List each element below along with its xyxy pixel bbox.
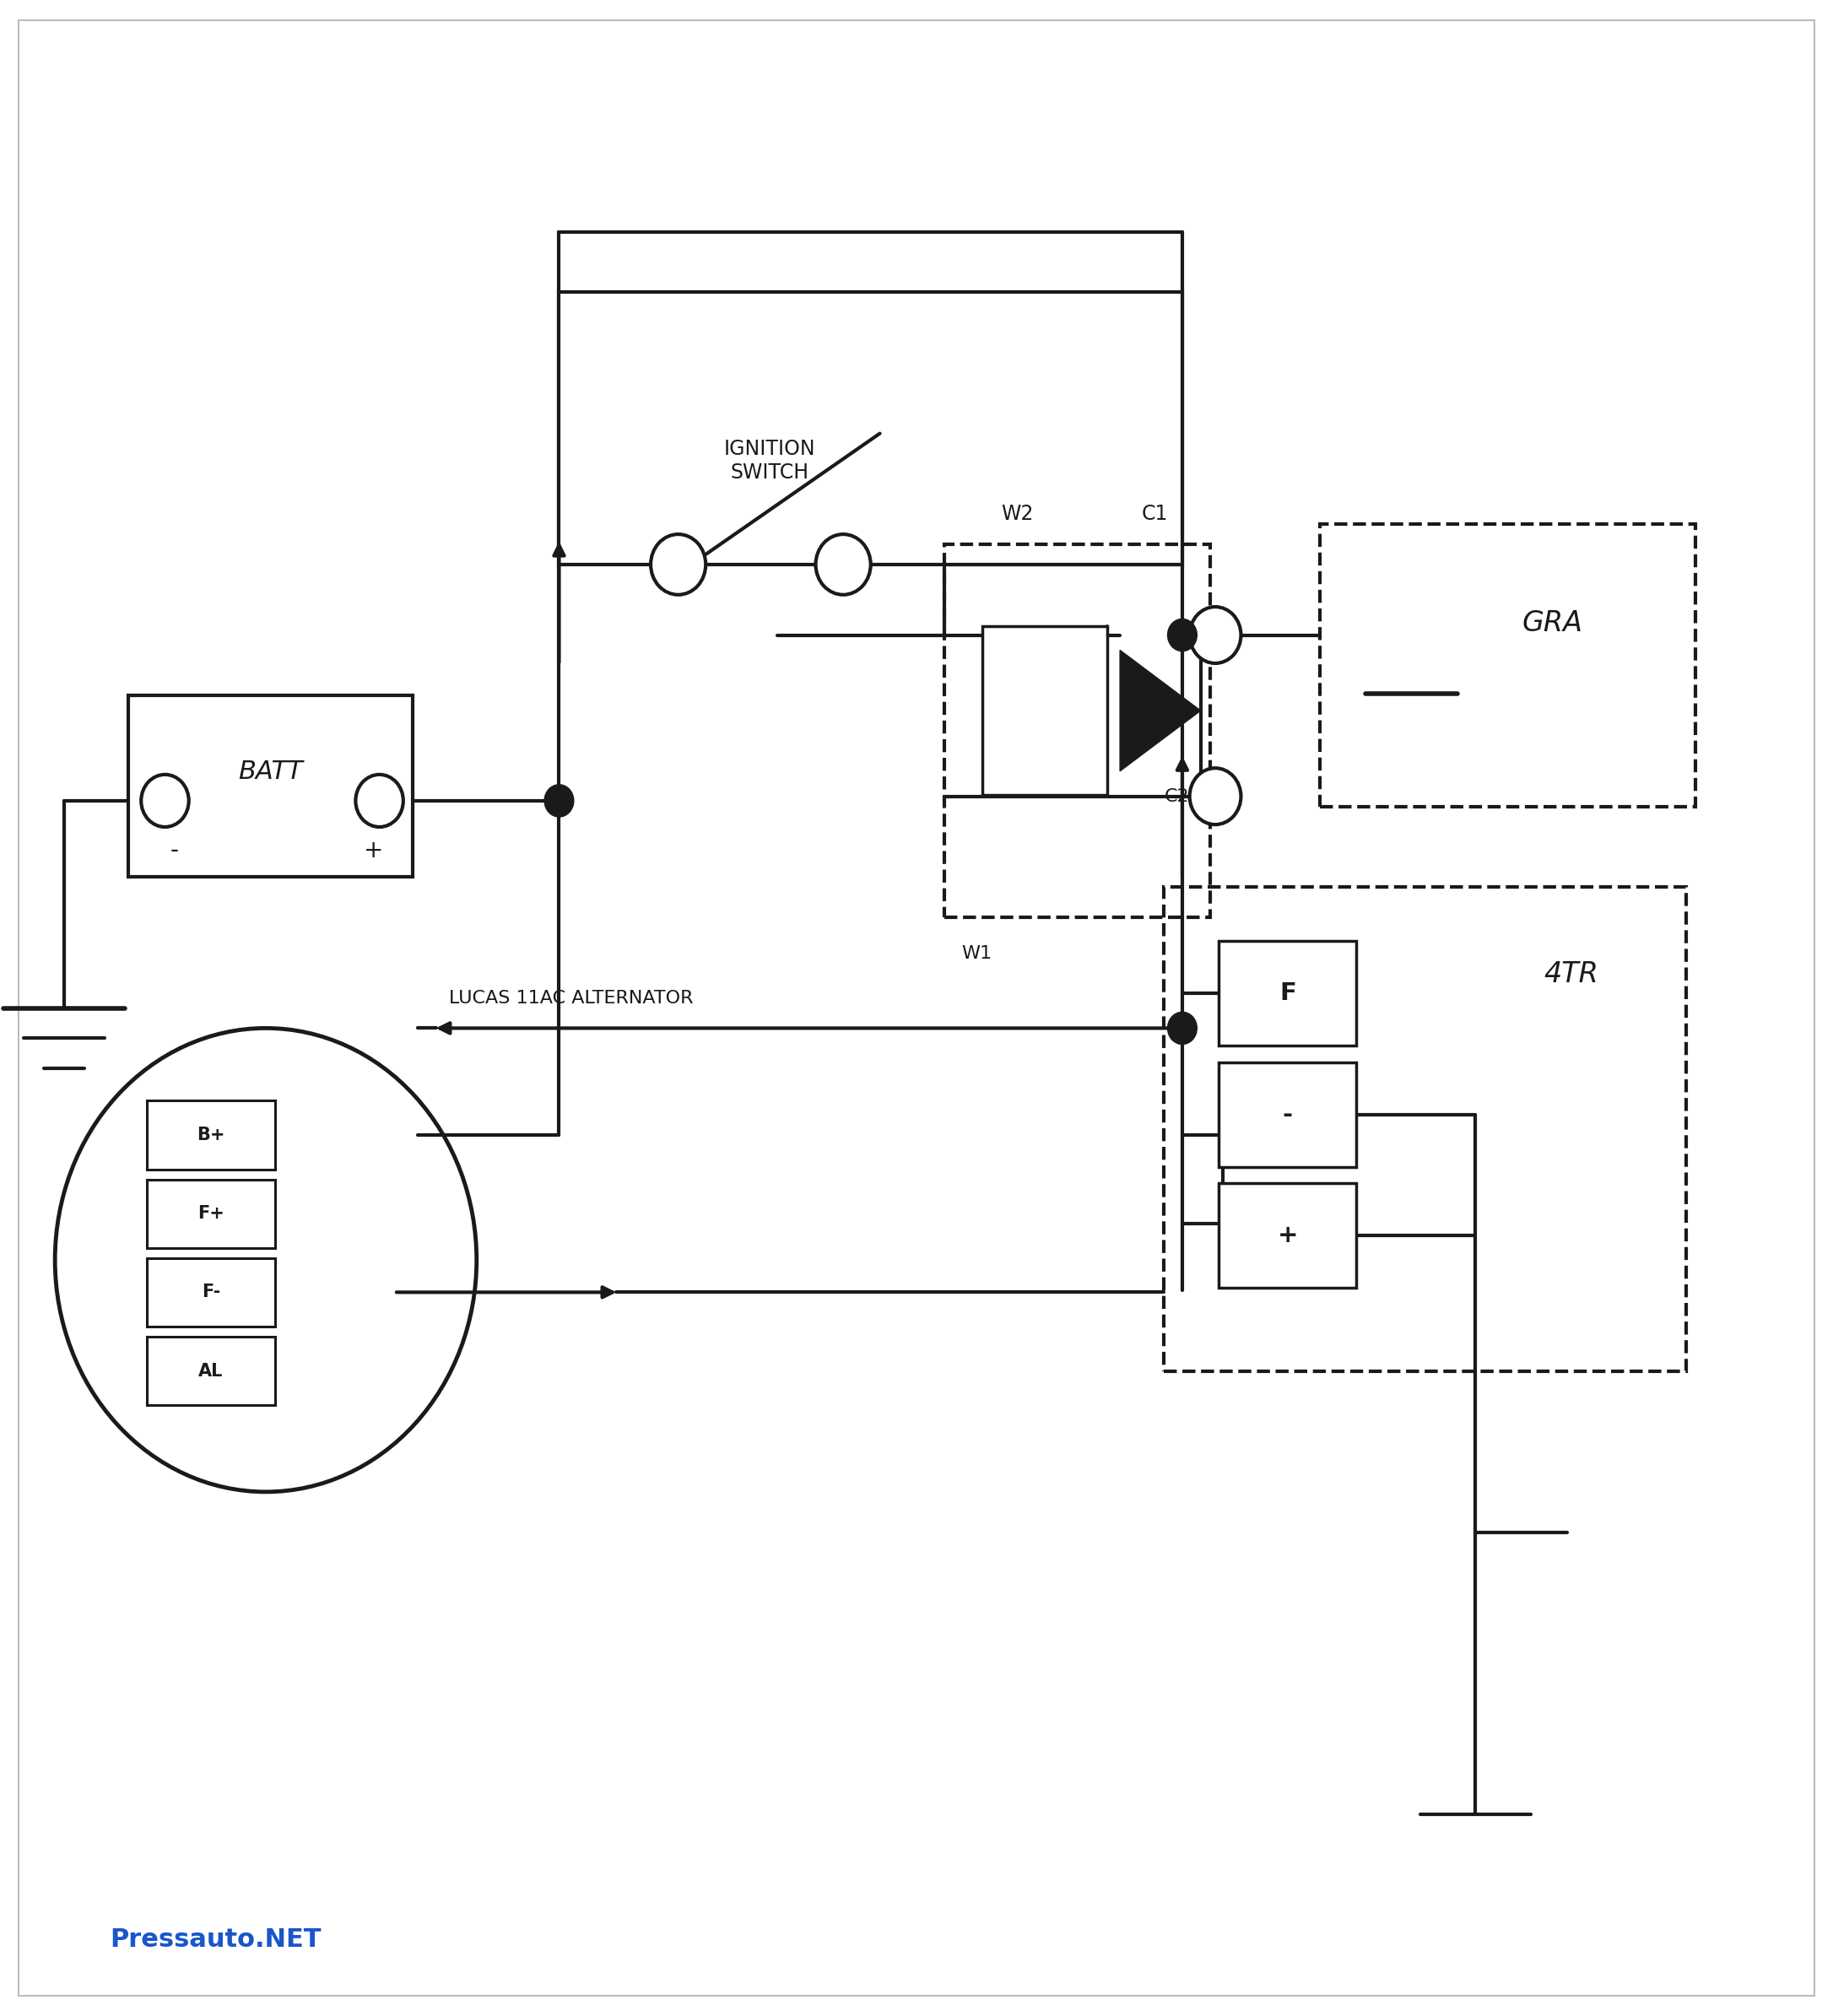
Circle shape xyxy=(651,534,706,595)
FancyBboxPatch shape xyxy=(1219,941,1356,1046)
Text: -: - xyxy=(170,839,178,863)
Circle shape xyxy=(141,774,189,827)
FancyBboxPatch shape xyxy=(147,1258,275,1327)
Text: +: + xyxy=(365,839,383,863)
Text: +: + xyxy=(1278,1224,1298,1248)
FancyBboxPatch shape xyxy=(559,292,1182,564)
FancyBboxPatch shape xyxy=(18,20,1815,1996)
Circle shape xyxy=(1190,607,1241,663)
FancyBboxPatch shape xyxy=(147,1337,275,1405)
Text: BATT: BATT xyxy=(238,760,302,784)
Text: F+: F+ xyxy=(198,1206,224,1222)
Text: Pressauto.NET: Pressauto.NET xyxy=(110,1927,321,1951)
Circle shape xyxy=(544,784,574,816)
Text: C1: C1 xyxy=(1142,504,1168,524)
Text: GRA: GRA xyxy=(1523,609,1584,637)
Text: W2: W2 xyxy=(1001,504,1034,524)
Text: C2: C2 xyxy=(1164,788,1190,804)
Polygon shape xyxy=(1120,651,1201,772)
Text: 4TR: 4TR xyxy=(1543,960,1598,988)
Text: F-: F- xyxy=(202,1284,220,1300)
Text: AL: AL xyxy=(198,1363,224,1379)
FancyBboxPatch shape xyxy=(128,696,412,877)
FancyBboxPatch shape xyxy=(147,1101,275,1169)
Text: F: F xyxy=(1279,982,1296,1006)
Text: B+: B+ xyxy=(196,1127,225,1143)
Circle shape xyxy=(1190,768,1241,825)
FancyBboxPatch shape xyxy=(1219,1183,1356,1288)
Text: -: - xyxy=(1283,1103,1292,1127)
Circle shape xyxy=(816,534,871,595)
FancyBboxPatch shape xyxy=(147,1179,275,1248)
Text: IGNITION
SWITCH: IGNITION SWITCH xyxy=(724,439,816,484)
Circle shape xyxy=(1168,619,1197,651)
Text: W1: W1 xyxy=(962,946,992,962)
Circle shape xyxy=(356,774,403,827)
FancyBboxPatch shape xyxy=(982,627,1107,796)
FancyBboxPatch shape xyxy=(1219,1062,1356,1167)
Circle shape xyxy=(1168,1012,1197,1044)
Text: LUCAS 11AC ALTERNATOR: LUCAS 11AC ALTERNATOR xyxy=(449,990,693,1006)
